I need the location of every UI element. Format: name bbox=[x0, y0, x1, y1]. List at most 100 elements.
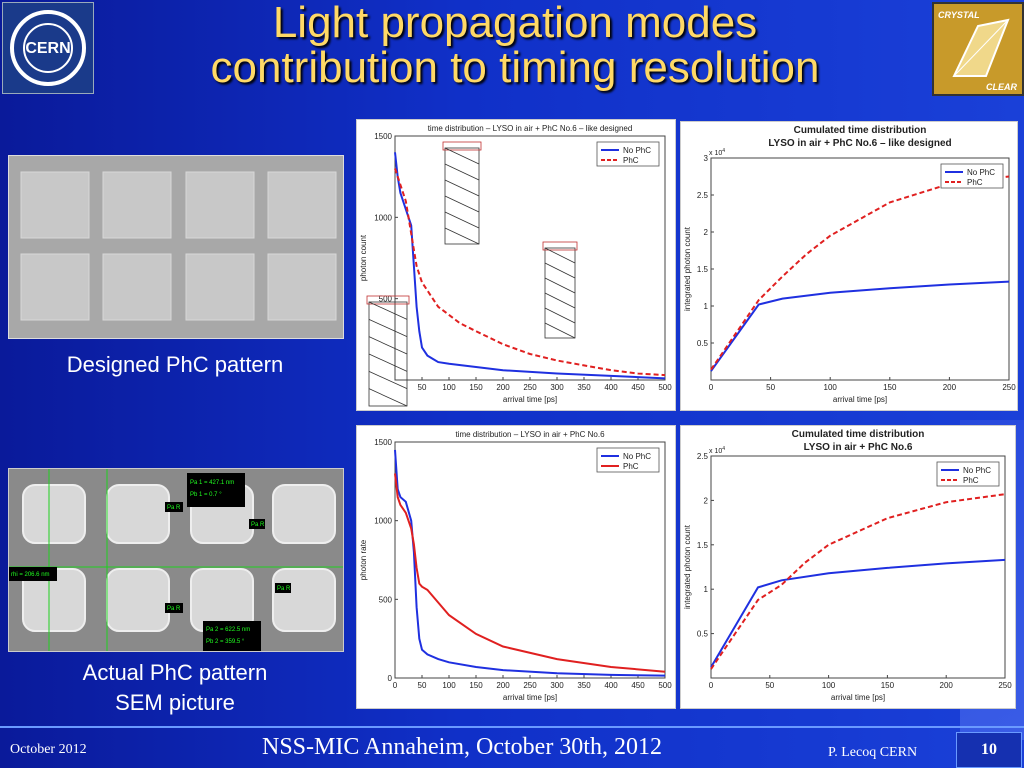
series-line-no-phc bbox=[710, 558, 1006, 668]
chart-title-line: LYSO in air + PhC No.6 bbox=[804, 442, 913, 453]
legend-label: PhC bbox=[623, 462, 639, 471]
pattern-cell bbox=[185, 171, 255, 239]
series-line-phc bbox=[710, 175, 1010, 371]
x-tick-label: 200 bbox=[496, 383, 510, 392]
y-tick-label: 2 bbox=[704, 228, 709, 237]
x-tick-label: 250 bbox=[998, 681, 1012, 690]
x-tick-label: 50 bbox=[418, 383, 427, 392]
designed-phc-pattern-image bbox=[8, 155, 344, 339]
crystal-ray bbox=[368, 370, 408, 390]
chart-title-line: Cumulated time distribution bbox=[794, 125, 927, 136]
crystal-ray bbox=[368, 318, 408, 338]
x-tick-label: 500 bbox=[658, 383, 672, 392]
legend-label: PhC bbox=[967, 178, 983, 187]
sem-label: Pb 1 = 0.7 ° bbox=[190, 492, 222, 498]
footer-divider bbox=[0, 726, 1024, 728]
x-tick-label: 100 bbox=[824, 383, 838, 392]
crystal-ray bbox=[444, 227, 480, 245]
legend-box bbox=[940, 163, 1004, 189]
x-tick-label: 250 bbox=[523, 383, 537, 392]
x-tick-label: 250 bbox=[1002, 383, 1016, 392]
pattern-cell bbox=[267, 171, 337, 239]
cern-logo-text: CERN bbox=[25, 40, 70, 57]
plot-area bbox=[710, 455, 1006, 679]
crystal-ray bbox=[544, 292, 576, 309]
actual-caption: Actual PhC pattern SEM picture bbox=[8, 658, 342, 718]
crystal-ray bbox=[444, 147, 480, 165]
y-tick-label: 3 bbox=[704, 154, 709, 163]
title-line-2: contribution to timing resolution bbox=[210, 43, 820, 92]
sem-cell bbox=[272, 568, 336, 632]
chart-panel-bottom-left: time distribution – LYSO in air + PhC No… bbox=[356, 425, 676, 709]
time-distribution-designed-chart: time distribution – LYSO in air + PhC No… bbox=[359, 124, 672, 407]
cumulated-designed-chart: Cumulated time distribution LYSO in air +… bbox=[683, 125, 1016, 404]
crystal-ray bbox=[368, 388, 408, 407]
series-line-no-phc bbox=[394, 152, 666, 380]
time-distribution-actual-chart: time distribution – LYSO in air + PhC No… bbox=[359, 430, 672, 702]
y-axis-label: photon rate bbox=[359, 539, 368, 580]
x-tick-label: 50 bbox=[766, 383, 775, 392]
crystal-ray bbox=[368, 301, 408, 320]
sem-label: rhi = 206.6 nm bbox=[11, 572, 50, 578]
x-tick-label: 200 bbox=[496, 681, 510, 690]
y-tick-label: 0.5 bbox=[697, 339, 709, 348]
pattern-cell bbox=[185, 253, 255, 321]
legend-label: No PhC bbox=[623, 146, 651, 155]
x-tick-label: 0 bbox=[709, 681, 714, 690]
actual-caption-line-1: Actual PhC pattern bbox=[82, 660, 268, 685]
x-tick-label: 0 bbox=[393, 681, 398, 690]
y-tick-label: 1 bbox=[704, 302, 709, 311]
footer-date: October 2012 bbox=[10, 742, 87, 757]
sem-label: Pa R bbox=[277, 586, 291, 592]
legend-label: No PhC bbox=[967, 168, 995, 177]
pattern-cell bbox=[267, 253, 337, 321]
chart-panel-bottom-right: Cumulated time distribution LYSO in air +… bbox=[680, 425, 1016, 709]
title-line-1: Light propagation modes bbox=[272, 0, 758, 47]
sem-label: Pa 2 = 622.5 nm bbox=[206, 627, 250, 633]
cumulated-actual-chart: Cumulated time distribution LYSO in air +… bbox=[683, 429, 1012, 702]
crystal-ray bbox=[544, 307, 576, 324]
y-tick-label: 500 bbox=[379, 595, 393, 604]
chart-panel-top-right: Cumulated time distribution LYSO in air +… bbox=[680, 121, 1018, 411]
x-tick-label: 300 bbox=[550, 383, 564, 392]
pattern-cell bbox=[20, 171, 90, 239]
y-tick-label: 2 bbox=[704, 496, 709, 505]
crystal-ray bbox=[544, 277, 576, 294]
x-tick-label: 150 bbox=[883, 383, 897, 392]
sem-cell bbox=[272, 484, 336, 544]
y-tick-label: 1000 bbox=[374, 213, 392, 222]
x-tick-label: 50 bbox=[765, 681, 774, 690]
x-tick-label: 300 bbox=[550, 681, 564, 690]
sem-picture: Pa 1 = 427.1 nm Pb 1 = 0.7 ° Pa R Pa R P… bbox=[8, 468, 344, 652]
crystal-ray bbox=[544, 262, 576, 279]
sem-cell bbox=[106, 484, 170, 544]
series-line-no-phc bbox=[394, 449, 666, 677]
footer-author: P. Lecoq CERN bbox=[828, 745, 918, 760]
y-axis-label: integrated photon count bbox=[683, 226, 692, 311]
sem-cell bbox=[22, 484, 86, 544]
x-axis-label: arrival time [ps] bbox=[503, 395, 557, 404]
y-axis-label: photon count bbox=[359, 234, 368, 281]
crystal-logo-graphic: CRYSTAL CLEAR bbox=[934, 4, 1022, 94]
y-tick-label: 1500 bbox=[374, 438, 392, 447]
sem-label: Pa 1 = 427.1 nm bbox=[190, 480, 234, 486]
crystal-insets bbox=[366, 141, 578, 407]
crystal-ray bbox=[368, 336, 408, 355]
legend-box bbox=[596, 447, 660, 473]
x-axis-label: arrival time [ps] bbox=[831, 693, 885, 702]
chart-title-line: LYSO in air + PhC No.6 – like designed bbox=[768, 138, 951, 149]
crystal-inset-top bbox=[442, 141, 482, 151]
crystal-ray bbox=[444, 195, 480, 213]
crystal-ray bbox=[544, 322, 576, 339]
slide-title: Light propagation modes contribution to … bbox=[110, 0, 920, 90]
x-tick-label: 250 bbox=[523, 681, 537, 690]
y-tick-label: 2.5 bbox=[697, 452, 709, 461]
y-tick-label: 1000 bbox=[374, 517, 392, 526]
y-tick-label: 0 bbox=[388, 674, 393, 683]
footer-conference: NSS-MIC Annaheim, October 30th, 2012 bbox=[262, 734, 662, 760]
x-tick-label: 200 bbox=[943, 383, 957, 392]
sem-cell bbox=[106, 568, 170, 632]
x-tick-label: 200 bbox=[940, 681, 954, 690]
y-tick-label: 1500 bbox=[374, 132, 392, 141]
y-tick-label: 1 bbox=[704, 585, 709, 594]
